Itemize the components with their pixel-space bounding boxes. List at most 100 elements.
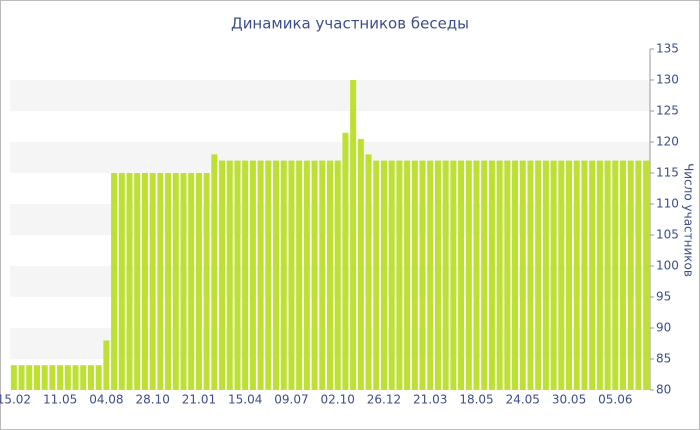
bar [596,160,603,390]
bar [26,365,33,390]
x-tick-label: 15.04 [228,393,262,407]
bar [519,160,526,390]
y-tick-label: 90 [656,321,671,335]
bar [419,160,426,390]
bar [396,160,403,390]
bar [280,160,287,390]
bar [465,160,472,390]
bar [612,160,619,390]
grid-band [10,80,650,111]
bar [172,173,179,390]
y-tick-label: 80 [656,383,671,397]
bar [481,160,488,390]
bar [72,365,79,390]
bar [188,173,195,390]
bar [257,160,264,390]
bar [33,365,40,390]
bar [589,160,596,390]
y-tick-label: 110 [656,197,679,211]
bar [141,173,148,390]
bar [273,160,280,390]
x-tick-label: 26.12 [367,393,401,407]
x-tick-label: 15.02 [0,393,31,407]
bar [134,173,141,390]
x-tick-label: 24.05 [506,393,540,407]
bar [527,160,534,390]
bar [319,160,326,390]
bar [211,154,218,390]
bar [504,160,511,390]
bar [111,173,118,390]
bar [265,160,272,390]
bar [581,160,588,390]
bar [365,154,372,390]
bar [165,173,172,390]
bar [226,160,233,390]
bar [535,160,542,390]
bar [49,365,56,390]
y-tick-label: 115 [656,166,679,180]
bar [496,160,503,390]
bar [311,160,318,390]
bar [388,160,395,390]
bar [473,160,480,390]
bar [380,160,387,390]
bar [126,173,133,390]
bar [242,160,249,390]
x-tick-label: 21.01 [182,393,216,407]
bar [542,160,549,390]
bar [249,160,256,390]
bar [334,160,341,390]
x-tick-label: 09.07 [274,393,308,407]
bar [41,365,48,390]
y-tick-label: 130 [656,73,679,87]
bar [434,160,441,390]
x-tick-label: 21.03 [413,393,447,407]
bar [157,173,164,390]
bar [620,160,627,390]
bar [635,160,642,390]
bar [512,160,519,390]
bar [550,160,557,390]
bar [450,160,457,390]
bar [180,173,187,390]
y-axis-label: Число участников [682,163,696,277]
bar [203,173,210,390]
x-tick-label: 02.10 [321,393,355,407]
y-tick-label: 125 [656,104,679,118]
bar [18,365,25,390]
bar [118,173,125,390]
bar [643,160,650,390]
bar [488,160,495,390]
bar [288,160,295,390]
bar [350,80,357,390]
bar [573,160,580,390]
bar [80,365,87,390]
bar [427,160,434,390]
bar [303,160,310,390]
bar [627,160,634,390]
y-tick-label: 95 [656,290,671,304]
bar [566,160,573,390]
bar [411,160,418,390]
y-tick-label: 105 [656,228,679,242]
bar [103,340,110,390]
bar [458,160,465,390]
x-tick-label: 28.10 [135,393,169,407]
bar [604,160,611,390]
y-tick-label: 100 [656,259,679,273]
y-tick-label: 120 [656,135,679,149]
x-tick-label: 18.05 [459,393,493,407]
bar [57,365,64,390]
bar [234,160,241,390]
bar [149,173,156,390]
bar [404,160,411,390]
bar [558,160,565,390]
x-tick-label: 05.06 [598,393,632,407]
bar [326,160,334,390]
chart-title: Динамика участников беседы [231,15,469,33]
bar [64,365,71,390]
bar [357,138,364,390]
y-tick-label: 135 [656,42,679,56]
bar [95,365,102,390]
